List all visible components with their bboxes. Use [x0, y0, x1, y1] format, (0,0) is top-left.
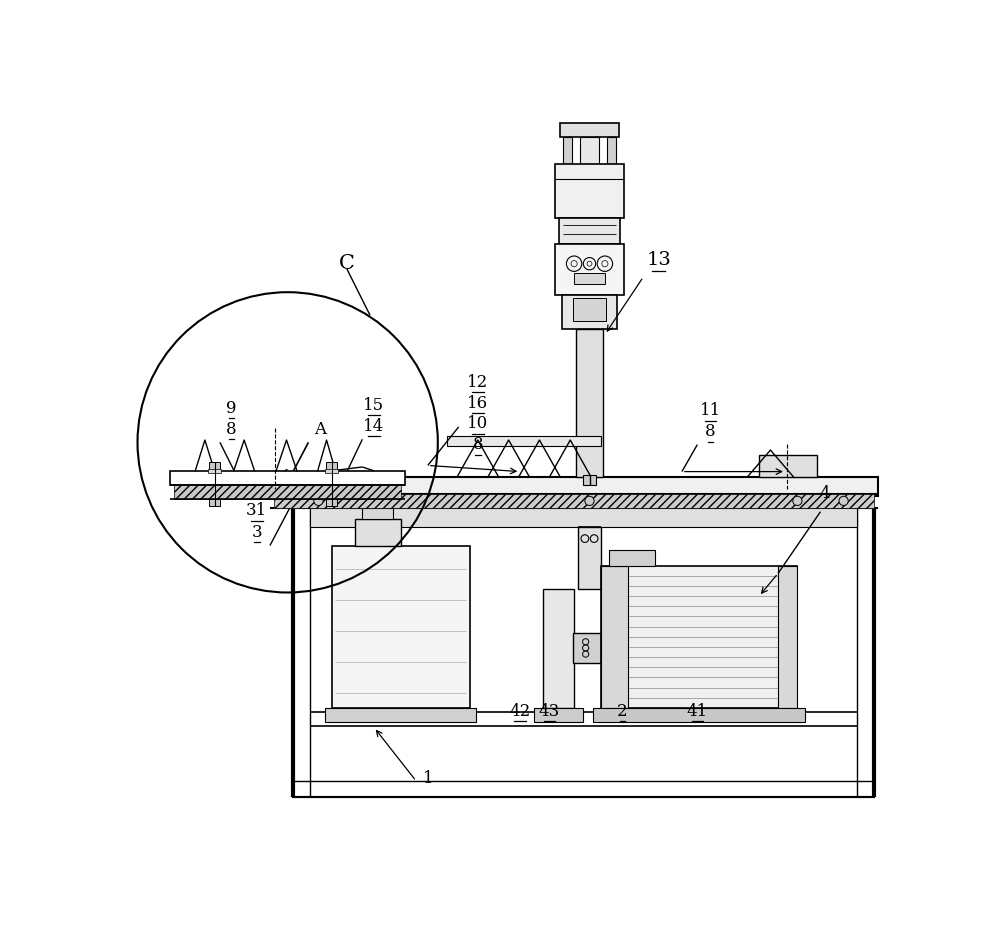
Text: 9: 9 [226, 400, 237, 417]
Bar [209, 462, 220, 471]
Bar [310, 508, 857, 527]
Bar [778, 565, 797, 708]
Circle shape [839, 496, 848, 505]
Text: C: C [339, 254, 355, 273]
Bar [576, 329, 603, 477]
Bar [559, 218, 620, 245]
Bar [174, 485, 401, 499]
Text: 13: 13 [646, 251, 671, 269]
Text: 31: 31 [246, 502, 267, 519]
Bar [607, 136, 616, 163]
Bar [609, 550, 655, 565]
Text: 12: 12 [467, 374, 488, 391]
Text: 4: 4 [819, 485, 830, 502]
Bar [560, 122, 619, 136]
Text: 8: 8 [226, 421, 237, 438]
Text: 1: 1 [422, 770, 433, 787]
Bar [578, 527, 601, 589]
Bar [593, 708, 805, 722]
Bar [555, 163, 624, 218]
Bar [274, 494, 874, 508]
Text: 8: 8 [473, 436, 483, 453]
Text: 42: 42 [510, 703, 531, 719]
Bar [362, 508, 393, 519]
Bar [555, 245, 624, 295]
Bar [759, 455, 817, 477]
Bar [355, 519, 401, 546]
Bar [601, 565, 628, 708]
Bar [209, 499, 220, 506]
Text: 8: 8 [705, 423, 716, 440]
Bar [325, 708, 476, 722]
Bar [573, 298, 606, 322]
Text: 3: 3 [252, 524, 262, 540]
Bar [601, 565, 797, 708]
Bar [326, 499, 337, 506]
Text: 15: 15 [363, 397, 384, 413]
Text: 11: 11 [700, 402, 721, 419]
Bar [534, 708, 583, 722]
Bar [332, 546, 470, 708]
Circle shape [585, 496, 594, 505]
Bar [583, 476, 596, 485]
Bar [325, 469, 338, 473]
Bar [208, 469, 221, 473]
Circle shape [793, 496, 802, 505]
Bar [170, 471, 405, 485]
Text: A: A [314, 422, 326, 438]
Bar [562, 295, 617, 329]
Bar [543, 589, 574, 708]
Bar [574, 273, 605, 285]
Circle shape [314, 496, 323, 505]
Bar [270, 477, 878, 496]
Text: 41: 41 [687, 703, 708, 719]
Bar [326, 462, 337, 471]
Bar [580, 136, 599, 163]
Bar [563, 136, 572, 163]
Text: 43: 43 [539, 703, 560, 719]
Bar [447, 437, 601, 446]
Bar [573, 632, 601, 664]
Text: 10: 10 [467, 415, 488, 432]
Text: 14: 14 [363, 418, 385, 435]
Bar [293, 508, 874, 796]
Text: 16: 16 [467, 395, 488, 412]
Text: 2: 2 [617, 703, 628, 719]
